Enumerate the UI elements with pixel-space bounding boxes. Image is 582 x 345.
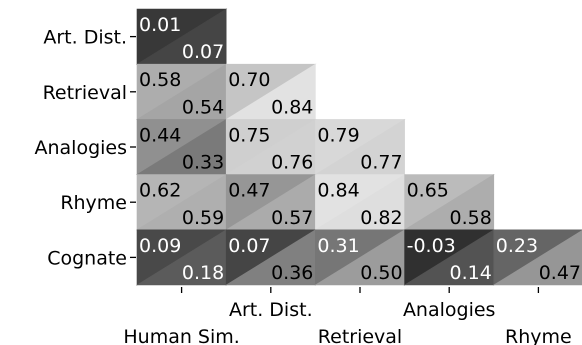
cell-upper-value: 0.58 xyxy=(139,69,181,91)
heatmap-cell: 0.440.33 xyxy=(135,118,228,176)
heatmap-cell: 0.090.18 xyxy=(135,229,228,286)
cell-lower-triangle xyxy=(492,230,582,286)
x-tick-label: Rhyme xyxy=(505,326,572,345)
cell-upper-value: 0.44 xyxy=(139,124,181,146)
y-tick-label: Analogies xyxy=(34,137,127,159)
cell-upper-value: 0.01 xyxy=(139,14,181,36)
heatmap-cell: 0.650.58 xyxy=(403,174,495,231)
cell-upper-value: 0.23 xyxy=(496,235,538,257)
x-tick-label: Analogies xyxy=(403,299,496,321)
heatmap-cell: 0.470.57 xyxy=(225,174,317,231)
cell-upper-value: 0.31 xyxy=(317,235,359,257)
x-tick-label: Art. Dist. xyxy=(229,299,313,321)
cell-upper-value: 0.07 xyxy=(228,235,270,257)
x-tick-label: Human Sim. xyxy=(123,326,239,345)
cell-lower-value: 0.77 xyxy=(360,152,402,174)
cell-lower-value: 0.54 xyxy=(182,96,224,118)
cell-upper-value: 0.65 xyxy=(407,180,449,202)
cell-lower-value: 0.76 xyxy=(271,152,313,174)
heatmap-cell: 0.620.59 xyxy=(135,174,228,231)
y-tick-label: Art. Dist. xyxy=(43,27,127,49)
cell-lower-value: 0.84 xyxy=(271,96,313,118)
y-tick-label: Rhyme xyxy=(60,192,127,214)
heatmap-cell: 0.840.82 xyxy=(314,174,406,231)
cell-upper-value: 0.47 xyxy=(228,180,270,202)
cell-lower-value: 0.58 xyxy=(449,207,491,229)
cell-upper-value: 0.75 xyxy=(228,124,270,146)
cell-lower-value: 0.07 xyxy=(182,41,224,63)
cell-lower-value: 0.18 xyxy=(182,262,224,284)
axes-layer: Art. Dist.RetrievalAnalogiesRhymeCognate… xyxy=(34,27,571,345)
y-tick-label: Cognate xyxy=(47,247,127,269)
cells-layer: 0.010.070.580.540.700.840.440.330.750.76… xyxy=(135,8,582,286)
cell-lower-value: 0.36 xyxy=(271,262,313,284)
cell-lower-value: 0.57 xyxy=(271,207,313,229)
heatmap-cell: -0.03 0.14 xyxy=(403,229,495,286)
heatmap-cell: 0.070.36 xyxy=(225,229,317,286)
cell-upper-value: 0.09 xyxy=(139,235,181,257)
cell-upper-value: 0.79 xyxy=(317,124,359,146)
heatmap-cell: 0.750.76 xyxy=(225,118,317,176)
cell-upper-value: 0.62 xyxy=(139,180,181,202)
cell-lower-value: 0.47 xyxy=(539,262,581,284)
heatmap-cell: 0.790.77 xyxy=(314,118,406,176)
cell-upper-value: 0.84 xyxy=(317,180,359,202)
heatmap-cell: 0.310.50 xyxy=(314,229,406,286)
y-tick-label: Retrieval xyxy=(43,82,127,104)
heatmap-cell: 0.010.07 xyxy=(135,8,228,65)
cell-lower-value: 0.33 xyxy=(182,152,224,174)
cell-upper-value: 0.70 xyxy=(228,69,270,91)
heatmap-cell: 0.700.84 xyxy=(225,63,317,120)
cell-lower-value: 0.14 xyxy=(449,262,491,284)
cell-lower-value: 0.82 xyxy=(360,207,402,229)
heatmap-cell: 0.580.54 xyxy=(135,63,228,120)
heatmap-cell: 0.230.47 xyxy=(492,229,582,286)
cell-upper-value: -0.03 xyxy=(407,235,456,257)
x-tick-label: Retrieval xyxy=(318,326,402,345)
cell-lower-value: 0.59 xyxy=(182,207,224,229)
cell-lower-value: 0.50 xyxy=(360,262,402,284)
